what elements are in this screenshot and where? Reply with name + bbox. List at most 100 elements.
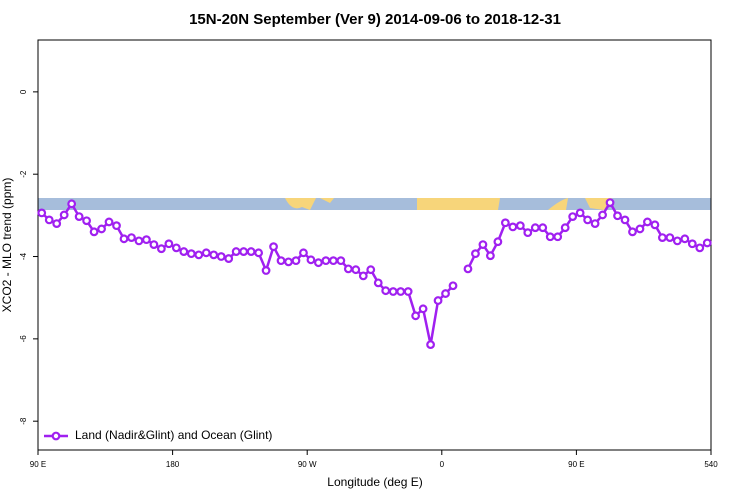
data-point [575, 208, 585, 218]
data-point [104, 217, 114, 227]
data-point [246, 247, 256, 256]
data-point [426, 340, 435, 350]
data-point [523, 228, 533, 238]
data-point [672, 236, 682, 246]
data-point [560, 223, 570, 233]
land-patch [417, 198, 500, 210]
data-point [261, 266, 271, 275]
data-point [493, 237, 503, 247]
data-point [448, 281, 458, 291]
land-patch [585, 198, 612, 210]
data-point [403, 287, 413, 296]
y-tick-label: 0 [19, 89, 28, 94]
data-point [351, 265, 361, 275]
data-point [97, 224, 106, 234]
y-tick-label: -2 [19, 170, 28, 178]
x-tick-label: 90 W [298, 460, 317, 469]
data-point [209, 250, 219, 260]
data-point [74, 212, 84, 221]
data-point [628, 227, 637, 237]
data-point [164, 239, 174, 249]
data-point [486, 251, 495, 261]
data-line [40, 200, 708, 345]
data-point [396, 287, 406, 296]
data-point [358, 271, 368, 281]
data-point [635, 224, 645, 234]
data-point [545, 232, 555, 242]
x-tick-label: 90 E [30, 460, 46, 469]
data-point [650, 220, 660, 230]
legend-marker [51, 431, 61, 441]
data-point [508, 222, 518, 232]
y-axis-label: XCO2 - MLO trend (ppm) [0, 178, 14, 313]
x-tick-label: 0 [440, 460, 445, 469]
data-point [643, 217, 652, 227]
data-point [418, 304, 428, 314]
data-point [112, 221, 121, 231]
legend-label: Land (Nadir&Glint) and Ocean (Glint) [75, 428, 272, 442]
data-point [388, 287, 398, 296]
data-point [89, 227, 99, 237]
x-tick-label: 180 [166, 460, 180, 469]
data-point [530, 223, 540, 233]
data-point [59, 210, 69, 220]
data-point [343, 264, 353, 274]
data-point [605, 198, 615, 208]
chart-title: 15N-20N September (Ver 9) 2014-09-06 to … [189, 11, 561, 28]
data-point [216, 252, 226, 261]
land-patch [285, 198, 316, 210]
data-point [583, 215, 593, 225]
data-point [67, 199, 77, 209]
data-point [119, 234, 129, 244]
data-point [224, 254, 234, 263]
land-patch [548, 198, 568, 210]
data-point [702, 238, 712, 248]
y-tick-label: -4 [19, 252, 28, 260]
land-patch [320, 198, 334, 203]
data-point [500, 218, 510, 228]
data-point [231, 247, 241, 256]
data-point [568, 212, 578, 221]
data-point [553, 232, 563, 242]
data-point [680, 234, 690, 244]
y-tick-label: -8 [19, 417, 28, 425]
data-point [156, 244, 166, 254]
data-point [52, 219, 62, 228]
land-map-strip [38, 198, 711, 210]
data-point [328, 256, 338, 266]
data-point [336, 256, 346, 266]
ocean-band [38, 198, 711, 210]
data-point [239, 247, 249, 256]
data-point [478, 240, 488, 249]
data-point [657, 233, 667, 242]
data-point [695, 243, 705, 253]
data-point [142, 235, 151, 245]
x-tick-label: 90 E [568, 460, 584, 469]
data-point [538, 223, 548, 233]
data-point [381, 286, 391, 296]
data-point [254, 248, 263, 258]
data-point [463, 264, 473, 274]
data-point [598, 210, 607, 220]
data-point [411, 311, 421, 321]
data-point [687, 239, 697, 249]
data-point [186, 249, 196, 259]
data-point [127, 233, 136, 242]
data-point [291, 256, 301, 266]
data-point [299, 248, 308, 258]
data-point [306, 255, 316, 265]
x-tick-label: 540 [704, 460, 718, 469]
data-point [321, 256, 331, 266]
data-point [269, 242, 278, 252]
data-point [44, 215, 54, 225]
data-point [620, 215, 630, 225]
data-point [201, 248, 211, 258]
data-point [276, 256, 286, 266]
x-axis-label: Longitude (deg E) [327, 475, 422, 489]
data-point [665, 233, 675, 242]
data-point [590, 219, 600, 228]
data-point [37, 208, 47, 218]
data-point [314, 258, 323, 268]
